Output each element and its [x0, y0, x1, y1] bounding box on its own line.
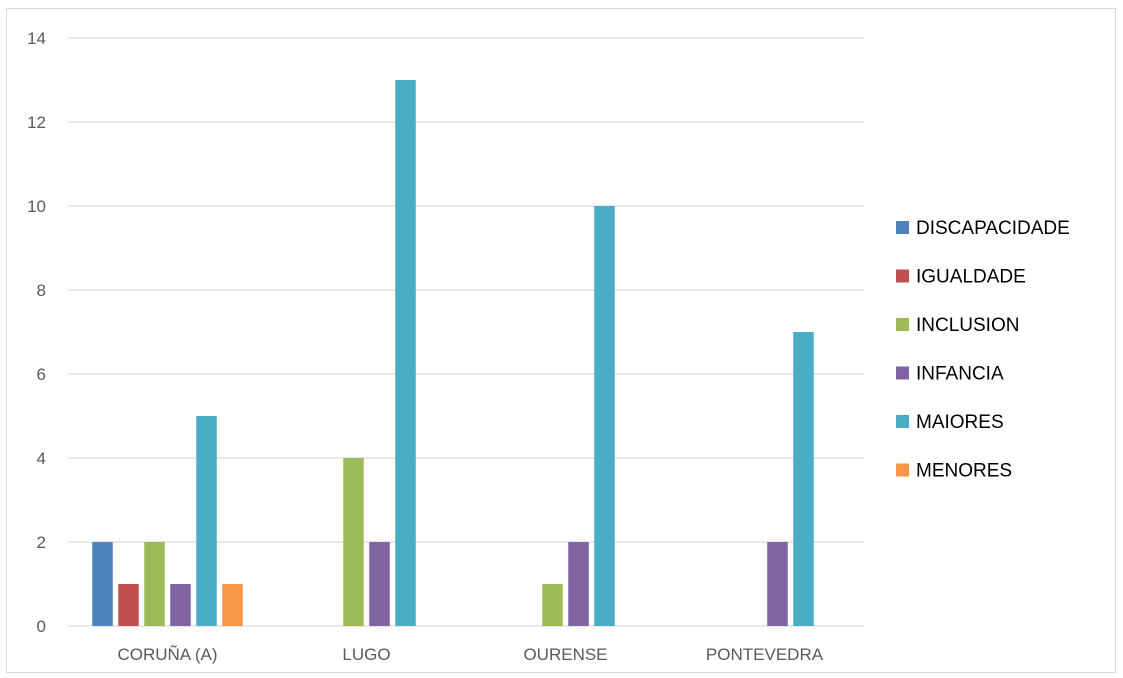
legend-swatch-menores: [896, 463, 909, 477]
x-tick-label: OURENSE: [523, 645, 607, 664]
bar-infancia-3: [767, 542, 788, 626]
legend-label-infancia: INFANCIA: [916, 364, 1004, 385]
bar-inclusion-0: [144, 542, 165, 626]
legend-label-maiores: MAIORES: [916, 412, 1004, 433]
legend: DISCAPACIDADE IGUALDADE INCLUSION INFANCIA M…: [896, 218, 1070, 482]
bar-maiores-1: [395, 80, 416, 626]
bar-discapacidade-0: [92, 542, 113, 626]
y-tick-label: 0: [37, 617, 46, 636]
legend-swatch-maiores: [896, 415, 909, 428]
bar-maiores-0: [196, 416, 217, 626]
bar-maiores-2: [594, 206, 615, 626]
y-tick-label: 4: [37, 449, 46, 468]
grid-lines: [68, 37, 864, 627]
y-axis-tick-labels: 0 2 4 6 8 10 12 14: [27, 29, 46, 636]
bar-inclusion-1: [343, 458, 364, 626]
x-axis-tick-labels: CORUÑA (A) LUGO OURENSE PONTEVEDRA: [117, 645, 823, 664]
bar-igualdade-0: [118, 584, 139, 626]
x-tick-label: CORUÑA (A): [117, 645, 217, 664]
y-tick-label: 2: [37, 533, 46, 552]
chart-frame: [6, 8, 1116, 673]
legend-swatch-inclusion: [896, 318, 909, 331]
y-tick-label: 10: [27, 197, 46, 216]
bar-infancia-2: [568, 542, 589, 626]
bar-menores-0: [222, 584, 243, 626]
legend-label-inclusion: INCLUSION: [916, 315, 1019, 336]
legend-swatch-igualdade: [896, 269, 909, 283]
bar-maiores-3: [793, 332, 814, 626]
y-tick-label: 14: [27, 29, 46, 48]
legend-swatch-infancia: [896, 366, 909, 380]
y-tick-label: 12: [27, 113, 46, 132]
bar-infancia-1: [369, 542, 390, 626]
y-tick-label: 6: [37, 365, 46, 384]
x-tick-label: LUGO: [342, 645, 390, 664]
legend-label-igualdade: IGUALDADE: [916, 267, 1026, 288]
bar-inclusion-2: [542, 584, 563, 626]
legend-label-menores: MENORES: [916, 461, 1012, 482]
y-tick-label: 8: [37, 281, 46, 300]
bar-infancia-0: [170, 584, 191, 626]
legend-label-discapacidade: DISCAPACIDADE: [916, 218, 1070, 239]
bars: [92, 80, 814, 626]
legend-swatch-discapacidade: [896, 221, 909, 234]
x-tick-label: PONTEVEDRA: [706, 645, 824, 664]
